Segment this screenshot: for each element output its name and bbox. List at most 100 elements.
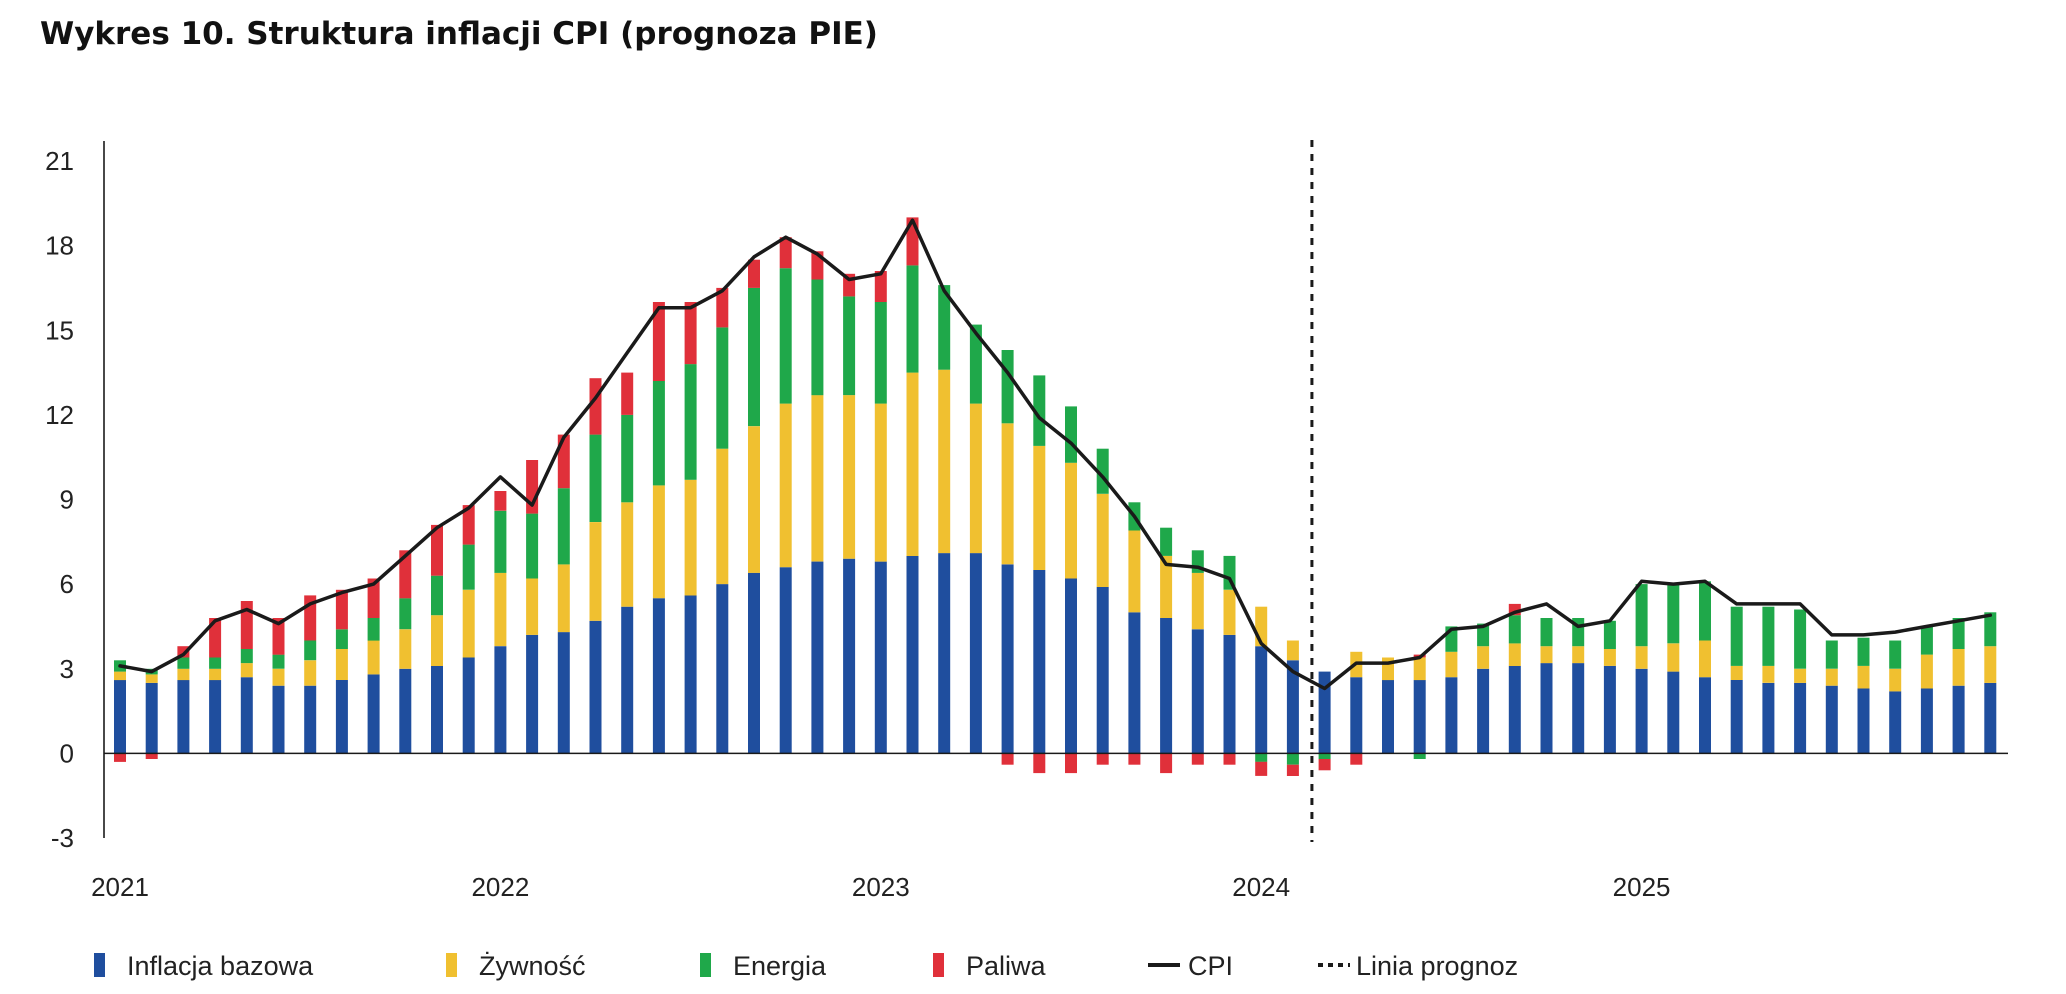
bar-energia-2024-01 <box>1255 753 1268 762</box>
bar-żywność-2023-03 <box>938 369 951 554</box>
y-tick-label: 3 <box>60 654 74 684</box>
bar-energia-2022-11 <box>811 279 824 396</box>
axes-layer: 21 18 15 12 9 6 3 0 -3 2021 2022 2023 2024 2025 <box>45 141 2008 902</box>
bar-energia-2025-07 <box>1825 640 1838 669</box>
bar-paliwa-2021-12 <box>462 505 475 545</box>
x-tick-label: 2021 <box>91 872 149 902</box>
legend-label-energia: Energia <box>733 951 827 981</box>
bar-energia-2025-11 <box>1952 618 1965 649</box>
bar-paliwa-2024-02 <box>1286 764 1299 776</box>
bar-paliwa-2023-07 <box>1065 753 1077 774</box>
bar-paliwa-2023-11 <box>1191 753 1204 765</box>
y-tick-label: 15 <box>45 315 74 345</box>
bar-paliwa-2023-10 <box>1160 753 1173 774</box>
bar-inflacja-bazowa-2022-09 <box>748 572 760 754</box>
bar-żywność-2022-03 <box>557 564 570 633</box>
bar-żywność-2025-04 <box>1730 665 1743 680</box>
bar-energia-2024-03 <box>1318 753 1331 759</box>
bar-inflacja-bazowa-2025-01 <box>1635 668 1648 754</box>
x-tick-label: 2022 <box>471 872 529 902</box>
bar-energia-2025-02 <box>1667 584 1680 644</box>
bar-energia-2023-02 <box>906 265 919 373</box>
bar-żywność-2021-11 <box>431 615 443 666</box>
bar-paliwa-2021-06 <box>272 618 285 655</box>
bar-żywność-2021-04 <box>209 668 222 681</box>
bar-żywność-2022-11 <box>811 395 824 562</box>
bars-layer <box>114 217 1997 776</box>
bar-paliwa-2024-03 <box>1318 759 1331 771</box>
bar-energia-2023-01 <box>874 302 887 404</box>
bar-inflacja-bazowa-2024-07 <box>1445 677 1458 754</box>
bar-żywność-2022-01 <box>494 572 507 647</box>
bar-energia-2022-12 <box>843 296 856 396</box>
bar-energia-2022-06 <box>652 381 665 486</box>
y-tick-label: 21 <box>45 146 74 176</box>
bar-inflacja-bazowa-2021-05 <box>240 677 253 754</box>
bar-żywność-2023-11 <box>1191 572 1204 630</box>
bar-paliwa-2023-05 <box>1001 753 1014 765</box>
bar-żywność-2024-09 <box>1508 643 1521 666</box>
bar-inflacja-bazowa-2024-01 <box>1255 646 1268 754</box>
bar-energia-2023-05 <box>1001 350 1014 424</box>
bar-paliwa-2023-06 <box>1033 753 1046 774</box>
bar-inflacja-bazowa-2024-11 <box>1572 663 1585 754</box>
bar-energia-2021-12 <box>462 544 475 590</box>
bar-energia-2025-12 <box>1984 612 1997 647</box>
bar-inflacja-bazowa-2021-06 <box>272 685 285 754</box>
bar-żywność-2023-09 <box>1128 530 1141 613</box>
legend-swatch-paliwa <box>933 953 944 977</box>
bar-inflacja-bazowa-2021-12 <box>462 657 475 754</box>
bar-energia-2023-06 <box>1033 375 1046 446</box>
bar-żywność-2024-11 <box>1572 646 1585 664</box>
legend-label-cpi: CPI <box>1188 951 1233 981</box>
bar-inflacja-bazowa-2023-07 <box>1065 578 1077 754</box>
x-tick-label: 2023 <box>852 872 910 902</box>
x-tick-label: 2024 <box>1232 872 1290 902</box>
bar-energia-2025-06 <box>1794 609 1807 669</box>
chart-title: Wykres 10. Struktura inflacji CPI (progn… <box>40 16 878 52</box>
bar-paliwa-2021-08 <box>335 589 348 630</box>
bar-energia-2022-04 <box>589 434 602 522</box>
bar-żywność-2022-06 <box>652 485 665 599</box>
bar-żywność-2022-04 <box>589 522 602 621</box>
bar-inflacja-bazowa-2025-10 <box>1920 688 1933 754</box>
legend: Inflacja bazowa Żywność Energia Paliwa CPI Li… <box>94 950 1518 981</box>
bar-energia-2022-03 <box>557 488 570 565</box>
bar-energia-2024-10 <box>1540 618 1553 647</box>
bar-żywność-2023-06 <box>1033 445 1046 570</box>
bar-inflacja-bazowa-2022-07 <box>684 595 697 754</box>
bar-inflacja-bazowa-2023-03 <box>938 553 951 754</box>
bar-żywność-2021-12 <box>462 589 475 658</box>
bar-inflacja-bazowa-2022-02 <box>526 634 539 754</box>
bar-paliwa-2021-11 <box>431 524 443 576</box>
bar-żywność-2025-01 <box>1635 646 1648 669</box>
bar-inflacja-bazowa-2023-08 <box>1096 586 1109 754</box>
bar-żywność-2023-08 <box>1096 493 1109 587</box>
bar-inflacja-bazowa-2022-11 <box>811 561 824 754</box>
bar-energia-2024-08 <box>1477 623 1490 647</box>
bar-energia-2022-08 <box>716 327 729 449</box>
bar-paliwa-2021-10 <box>399 550 412 599</box>
bar-energia-2021-06 <box>272 654 285 669</box>
legend-label-inflacja-bazowa: Inflacja bazowa <box>127 951 314 981</box>
bar-żywność-2021-02 <box>145 674 158 683</box>
bar-paliwa-2022-04 <box>589 378 602 435</box>
bar-inflacja-bazowa-2025-12 <box>1984 682 1997 754</box>
bar-energia-2023-04 <box>969 324 982 404</box>
bar-paliwa-2023-12 <box>1223 753 1236 765</box>
legend-label-linia-prognoz: Linia prognoz <box>1356 951 1518 981</box>
bar-inflacja-bazowa-2023-11 <box>1191 629 1204 754</box>
bar-energia-2025-08 <box>1857 637 1870 666</box>
bar-inflacja-bazowa-2024-08 <box>1477 668 1490 754</box>
bar-paliwa-2021-09 <box>367 578 380 618</box>
bar-inflacja-bazowa-2025-05 <box>1762 682 1775 754</box>
bar-żywność-2024-07 <box>1445 651 1458 678</box>
bar-paliwa-2024-01 <box>1255 761 1268 776</box>
bar-inflacja-bazowa-2025-02 <box>1667 671 1680 754</box>
bar-energia-2022-07 <box>684 364 697 480</box>
y-tick-label: 6 <box>60 569 74 599</box>
bar-inflacja-bazowa-2023-12 <box>1223 634 1236 754</box>
bar-żywność-2023-07 <box>1065 462 1077 579</box>
bar-żywność-2025-02 <box>1667 643 1680 672</box>
bar-żywność-2025-07 <box>1825 668 1838 686</box>
